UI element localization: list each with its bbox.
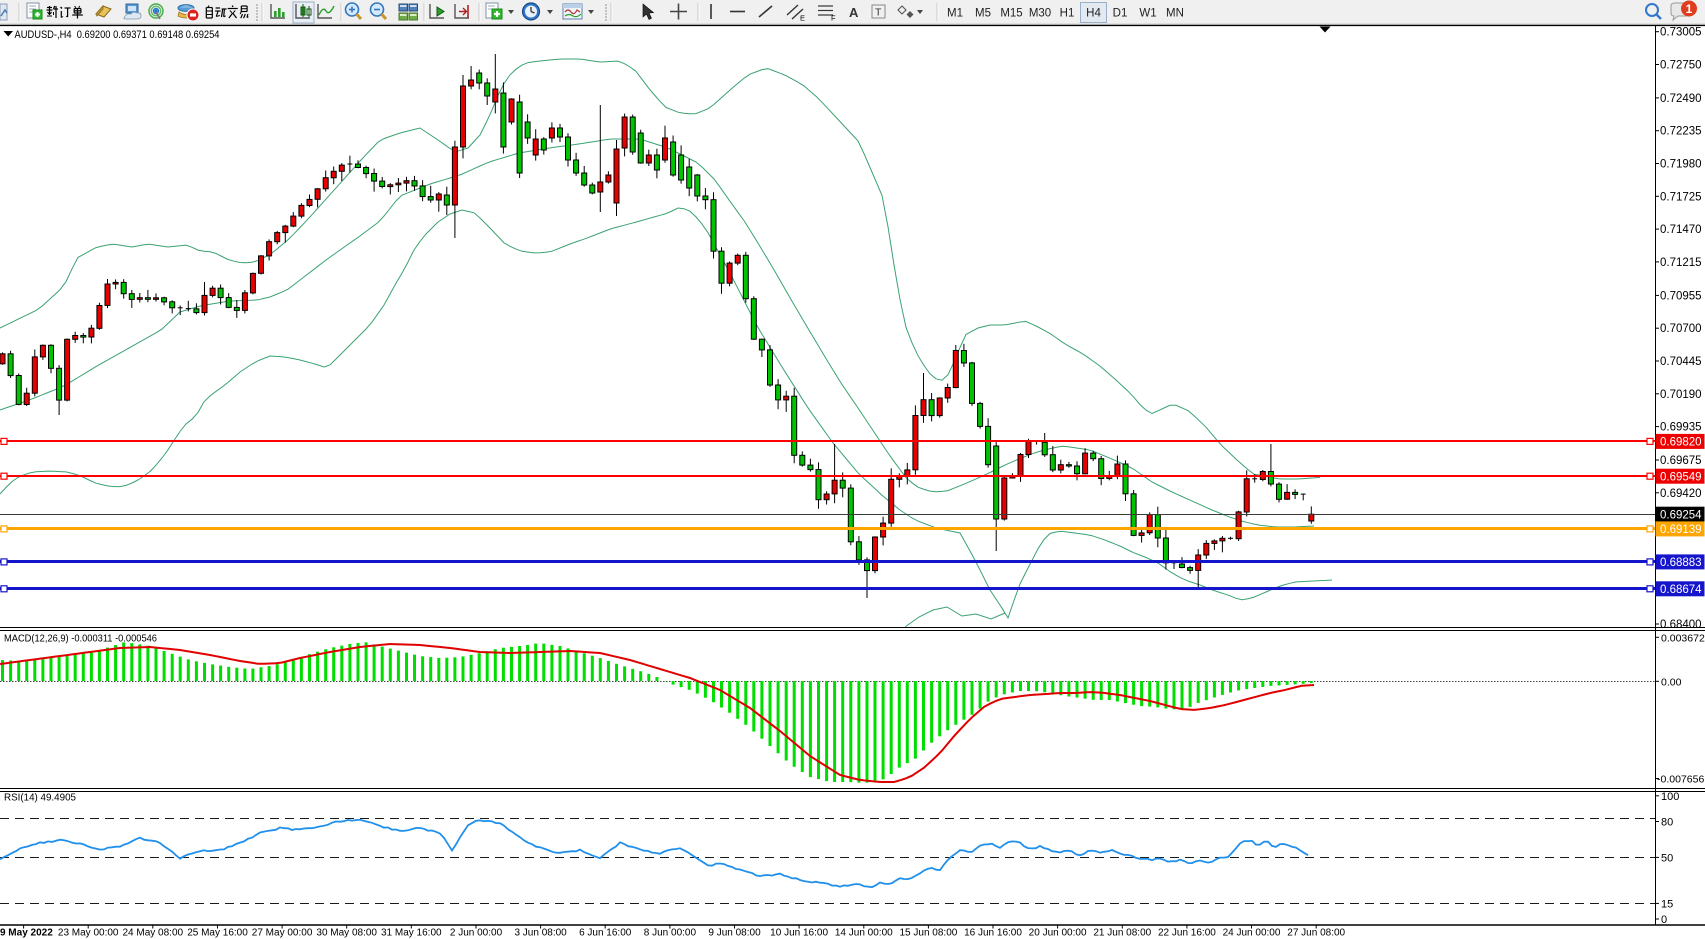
svg-text:15: 15 xyxy=(1661,898,1673,910)
svg-text:100: 100 xyxy=(1661,791,1679,803)
svg-text:14 Jun 00:00: 14 Jun 00:00 xyxy=(835,928,893,939)
svg-text:0.73005: 0.73005 xyxy=(1660,27,1702,39)
svg-text:8 Jun 00:00: 8 Jun 00:00 xyxy=(644,928,697,939)
svg-text:16 Jun 16:00: 16 Jun 16:00 xyxy=(964,928,1022,939)
svg-text:0.72490: 0.72490 xyxy=(1660,93,1702,105)
svg-text:M30: M30 xyxy=(1029,8,1051,20)
svg-text:21 Jun 08:00: 21 Jun 08:00 xyxy=(1093,928,1151,939)
svg-text:24 Jun 00:00: 24 Jun 00:00 xyxy=(1223,928,1281,939)
svg-text:H4: H4 xyxy=(1086,8,1101,20)
svg-text:31 May 16:00: 31 May 16:00 xyxy=(381,928,442,939)
svg-text:0.00: 0.00 xyxy=(1661,676,1682,688)
svg-text:0.69935: 0.69935 xyxy=(1660,422,1702,434)
svg-text:0.70190: 0.70190 xyxy=(1660,389,1702,401)
svg-text:1: 1 xyxy=(1686,2,1693,16)
svg-text:0.72235: 0.72235 xyxy=(1660,126,1702,138)
svg-text:0.68400: 0.68400 xyxy=(1660,619,1702,631)
svg-text:A: A xyxy=(849,5,859,20)
svg-text:23 May 00:00: 23 May 00:00 xyxy=(58,928,119,939)
svg-text:H1: H1 xyxy=(1060,8,1075,20)
svg-text:M15: M15 xyxy=(1000,8,1022,20)
svg-text:27 May 00:00: 27 May 00:00 xyxy=(252,928,313,939)
svg-text:0.68883: 0.68883 xyxy=(1660,557,1702,569)
svg-text:24 May 08:00: 24 May 08:00 xyxy=(122,928,183,939)
svg-text:T: T xyxy=(875,7,882,19)
svg-text:30 May 08:00: 30 May 08:00 xyxy=(316,928,377,939)
svg-text:3 Jun 08:00: 3 Jun 08:00 xyxy=(514,928,567,939)
svg-text:0.72750: 0.72750 xyxy=(1660,60,1702,72)
svg-text:F: F xyxy=(831,14,836,23)
svg-text:D1: D1 xyxy=(1113,8,1128,20)
svg-text:0.69420: 0.69420 xyxy=(1660,488,1702,500)
svg-text:15 Jun 08:00: 15 Jun 08:00 xyxy=(899,928,957,939)
svg-text:22 Jun 16:00: 22 Jun 16:00 xyxy=(1158,928,1216,939)
svg-text:M5: M5 xyxy=(975,8,991,20)
svg-text:0.69820: 0.69820 xyxy=(1660,437,1702,449)
svg-text:W1: W1 xyxy=(1139,8,1156,20)
svg-text:MACD(12,26,9) -0.000311 -0.000: MACD(12,26,9) -0.000311 -0.000546 xyxy=(4,633,157,645)
svg-text:2 Jun 00:00: 2 Jun 00:00 xyxy=(450,928,503,939)
svg-text:0.71725: 0.71725 xyxy=(1660,191,1702,203)
svg-text:27 Jun 08:00: 27 Jun 08:00 xyxy=(1287,928,1345,939)
svg-text:0.69549: 0.69549 xyxy=(1660,471,1702,483)
svg-text:9 Jun 08:00: 9 Jun 08:00 xyxy=(708,928,761,939)
svg-text:0.003672: 0.003672 xyxy=(1661,632,1705,644)
svg-text:MN: MN xyxy=(1166,8,1184,20)
svg-text:0.70955: 0.70955 xyxy=(1660,290,1702,302)
svg-text:80: 80 xyxy=(1661,817,1673,829)
svg-text:0.70700: 0.70700 xyxy=(1660,323,1702,335)
svg-text:0: 0 xyxy=(1661,914,1667,926)
svg-text:0.69139: 0.69139 xyxy=(1660,524,1702,536)
svg-text:0.71215: 0.71215 xyxy=(1660,257,1702,269)
svg-text:50: 50 xyxy=(1661,852,1673,864)
svg-text:6 Jun 16:00: 6 Jun 16:00 xyxy=(579,928,632,939)
svg-text:RSI(14) 49.4905: RSI(14) 49.4905 xyxy=(4,792,76,804)
svg-text:10 Jun 16:00: 10 Jun 16:00 xyxy=(770,928,828,939)
svg-text:-0.007656: -0.007656 xyxy=(1657,774,1704,786)
svg-text:20 Jun 00:00: 20 Jun 00:00 xyxy=(1029,928,1087,939)
svg-text:0.70445: 0.70445 xyxy=(1660,356,1702,368)
svg-text:0.71980: 0.71980 xyxy=(1660,159,1702,171)
svg-text:19 May 2022: 19 May 2022 xyxy=(0,928,53,939)
svg-text:0.69675: 0.69675 xyxy=(1660,455,1702,467)
svg-text:E: E xyxy=(800,14,805,23)
svg-text:M1: M1 xyxy=(947,8,963,20)
svg-text:AUDUSD-,H4 0.69200 0.69371 0.: AUDUSD-,H4 0.69200 0.69371 0.69148 0.692… xyxy=(15,29,220,41)
svg-text:0.71470: 0.71470 xyxy=(1660,224,1702,236)
svg-text:0.69254: 0.69254 xyxy=(1660,509,1702,521)
svg-text:25 May 16:00: 25 May 16:00 xyxy=(187,928,248,939)
svg-text:0.68674: 0.68674 xyxy=(1660,584,1702,596)
